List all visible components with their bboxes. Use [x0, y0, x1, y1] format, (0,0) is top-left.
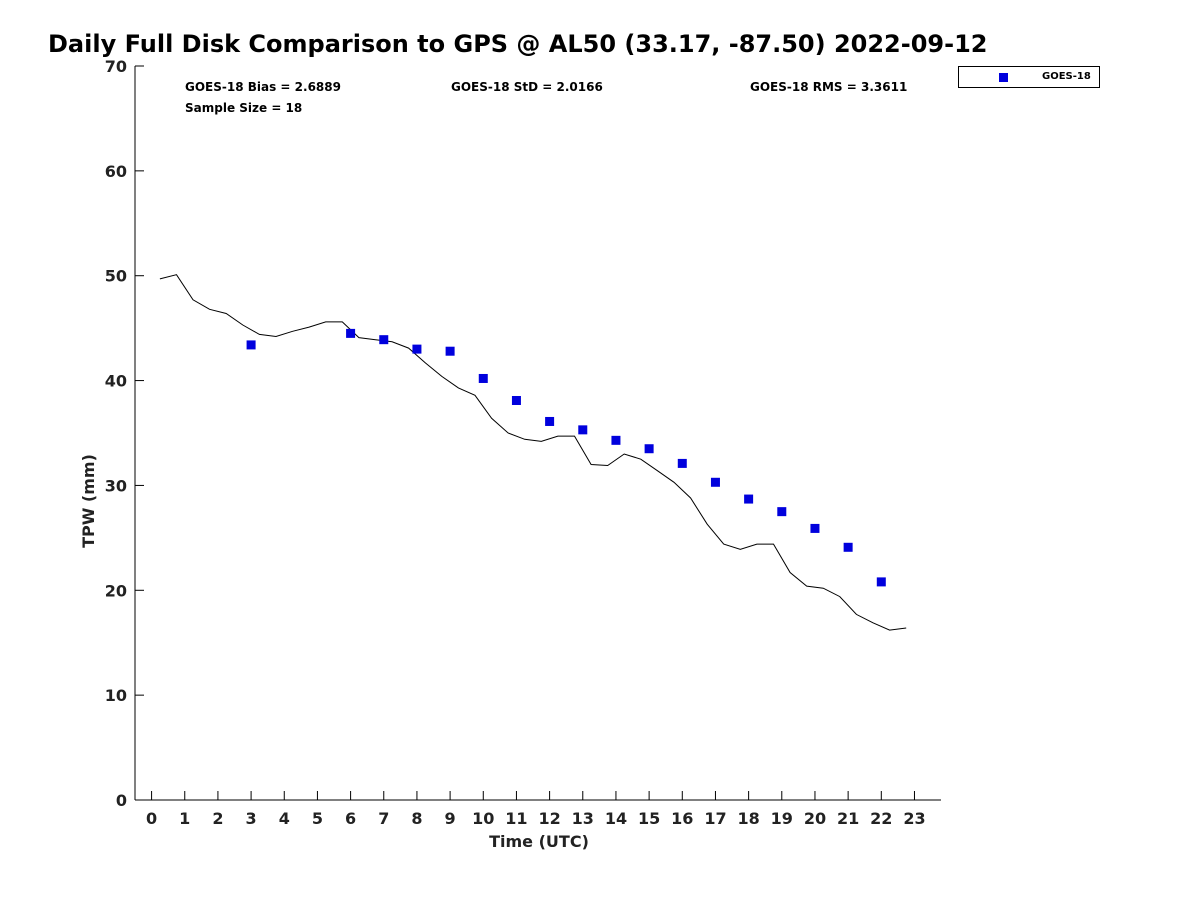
legend-marker: [999, 73, 1008, 82]
goes18-point: [876, 577, 886, 587]
x-tick-label: 23: [903, 809, 925, 828]
goes18-point: [545, 416, 555, 426]
goes18-point: [346, 328, 356, 338]
y-axis-label: TPW (mm): [79, 454, 98, 548]
y-tick-label: 70: [105, 57, 127, 76]
x-tick-label: 11: [505, 809, 527, 828]
y-tick-label: 20: [105, 581, 127, 600]
x-tick-label: 7: [378, 809, 389, 828]
x-tick-label: 13: [572, 809, 594, 828]
goes18-point: [611, 435, 621, 445]
y-tick-label: 50: [105, 267, 127, 286]
x-tick-label: 10: [472, 809, 494, 828]
y-tick-label: 40: [105, 372, 127, 391]
legend-label: GOES-18: [1042, 71, 1091, 82]
goes18-point: [810, 523, 820, 533]
goes18-point: [445, 346, 455, 356]
x-tick-label: 2: [212, 809, 223, 828]
x-tick-label: 8: [411, 809, 422, 828]
x-tick-label: 21: [837, 809, 859, 828]
goes18-point: [644, 444, 654, 454]
x-tick-label: 6: [345, 809, 356, 828]
x-tick-label: 12: [538, 809, 560, 828]
bias-stat: GOES-18 Bias = 2.6889: [185, 80, 341, 94]
x-tick-label: 16: [671, 809, 693, 828]
x-tick-label: 14: [605, 809, 627, 828]
x-tick-label: 1: [179, 809, 190, 828]
goes18-point: [379, 335, 389, 345]
x-tick-label: 17: [704, 809, 726, 828]
y-tick-label: 30: [105, 476, 127, 495]
x-tick-label: 5: [312, 809, 323, 828]
goes18-point: [578, 425, 588, 435]
x-tick-label: 4: [279, 809, 290, 828]
goes18-point: [246, 340, 256, 350]
goes18-point: [677, 458, 687, 468]
goes18-series: [246, 328, 886, 587]
x-tick-label: 18: [737, 809, 759, 828]
gps-line: [159, 274, 907, 631]
x-tick-label: 3: [246, 809, 257, 828]
std-stat: GOES-18 StD = 2.0166: [451, 80, 603, 94]
y-tick-label: 0: [116, 791, 127, 810]
x-tick-label: 19: [771, 809, 793, 828]
legend: GOES-18: [958, 66, 1100, 88]
goes18-point: [412, 344, 422, 354]
x-tick-label: 9: [445, 809, 456, 828]
goes18-point: [744, 494, 754, 504]
goes18-point: [478, 373, 488, 383]
chart-title: Daily Full Disk Comparison to GPS @ AL50…: [48, 30, 988, 58]
x-tick-label: 15: [638, 809, 660, 828]
goes18-point: [777, 507, 787, 517]
x-tick-label: 20: [804, 809, 826, 828]
goes18-point: [511, 395, 521, 405]
x-tick-label: 22: [870, 809, 892, 828]
goes18-point: [710, 477, 720, 487]
x-axis-label: Time (UTC): [489, 832, 589, 851]
sample-size-stat: Sample Size = 18: [185, 101, 303, 115]
y-tick-label: 10: [105, 686, 127, 705]
gps-series: [159, 274, 907, 631]
y-tick-label: 60: [105, 162, 127, 181]
rms-stat: GOES-18 RMS = 3.3611: [750, 80, 908, 94]
goes18-point: [843, 542, 853, 552]
x-tick-label: 0: [146, 809, 157, 828]
